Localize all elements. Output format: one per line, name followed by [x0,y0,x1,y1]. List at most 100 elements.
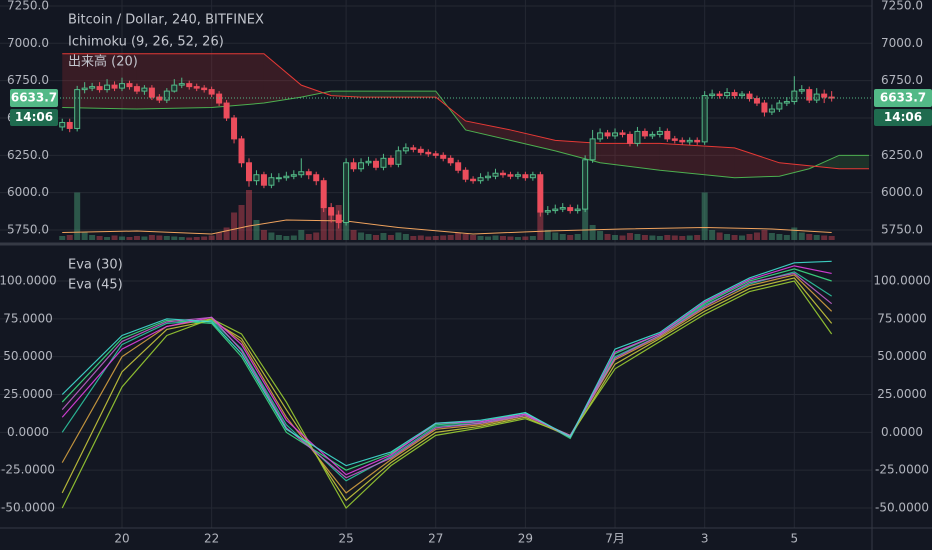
candle-body [544,210,551,213]
volume-bar [709,230,716,240]
candle-body [739,93,746,97]
volume-bar [447,235,454,240]
volume-bar [589,225,596,240]
volume-bar [761,230,768,240]
volume-bar [290,235,297,240]
candle-body [223,102,230,119]
volume-bar [507,236,514,240]
candle-body [328,207,335,216]
y-tick-label: 75.0000 [3,311,53,325]
candle-body [462,169,469,180]
cloud [555,140,601,163]
cloud [361,91,436,98]
volume-bar [410,236,417,240]
volume-bar [432,236,439,240]
candle-body [492,172,499,177]
volume-bar [66,235,73,240]
candle-body [529,174,536,179]
volume-bar [328,210,335,240]
candle-body [776,102,783,110]
volume-bar [574,234,581,240]
candle-body [619,132,626,135]
candle-body [440,154,447,159]
volume-bar [402,234,409,240]
candle-body [104,84,111,91]
volume-bar [260,230,267,240]
candle-body [208,89,215,95]
candle-body [417,148,424,153]
y-tick-label: -50.0000 [1,501,55,515]
volume-bar [559,234,566,240]
volume-bar [492,235,499,240]
volume-bar [350,230,357,240]
volume-bar [544,230,551,240]
x-tick-label: 7月 [605,532,625,546]
volume-bar [477,236,484,240]
volume-bar [440,235,447,240]
volume-bar [641,235,648,240]
candle-body [111,84,118,89]
candle-body [343,162,350,224]
candle-body [761,102,768,113]
volume-bar [89,235,96,240]
indicator-line [61,265,832,476]
volume-bar [739,235,746,240]
candle-body [283,175,290,179]
y-tick-label: 7000.0 [7,36,49,50]
candle-body [701,95,708,143]
volume-ma [62,219,832,235]
volume-bar [768,233,775,240]
volume-bar [529,236,536,240]
volume-bar [724,234,731,240]
x-tick-label: 29 [518,532,533,546]
cloud [779,162,810,177]
y-tick-label: 100.0000 [0,273,57,287]
candle-body [141,87,148,92]
volume-bar [514,237,521,240]
candle-body [119,83,126,89]
candle-body [537,174,544,213]
volume-bar [387,235,394,240]
indicator-line [61,274,833,494]
volume-bar [223,227,230,240]
candle-body [133,86,140,92]
cloud [734,147,780,178]
candle-body [305,171,312,176]
volume-bar [828,236,835,240]
candle-body [582,159,589,210]
candle-body [358,162,365,170]
indicator-legend: Eva (45) [68,278,123,293]
x-tick-label: 25 [338,532,353,546]
volume-bar [522,236,529,240]
candle-body [574,208,581,212]
y-tick-label: 6250.0 [881,148,923,162]
volume-bar [694,235,701,240]
candle-body [485,175,492,179]
volume-bar [582,207,589,240]
y-tick-label: 25.0000 [3,387,53,401]
candle-body [671,138,678,141]
candle-body [260,174,267,186]
candle-body [425,151,432,155]
y-tick-label: 50.0000 [877,349,927,363]
volume-bar [365,234,372,240]
symbol-title: Bitcoin / Dollar, 240, BITFINEX [68,13,264,28]
y-tick-label: 0.0000 [7,425,49,439]
candle-body [410,147,417,150]
candle-body [604,132,611,137]
cloud [465,120,511,141]
volume-bar [783,235,790,240]
volume-bar [305,234,312,240]
volume-bar [193,237,200,240]
volume-bar [126,237,133,240]
volume-bar [104,237,111,240]
y-tick-label: -25.0000 [1,463,55,477]
candle-body [746,93,753,100]
volume-bar [372,235,379,240]
candle-body [447,157,454,164]
candle-body [335,214,342,224]
candle-body [559,207,566,210]
ichimoku-legend: Ichimoku (9, 26, 52, 26) [68,35,224,50]
candle-body [470,178,477,182]
volume-bar [133,236,140,240]
